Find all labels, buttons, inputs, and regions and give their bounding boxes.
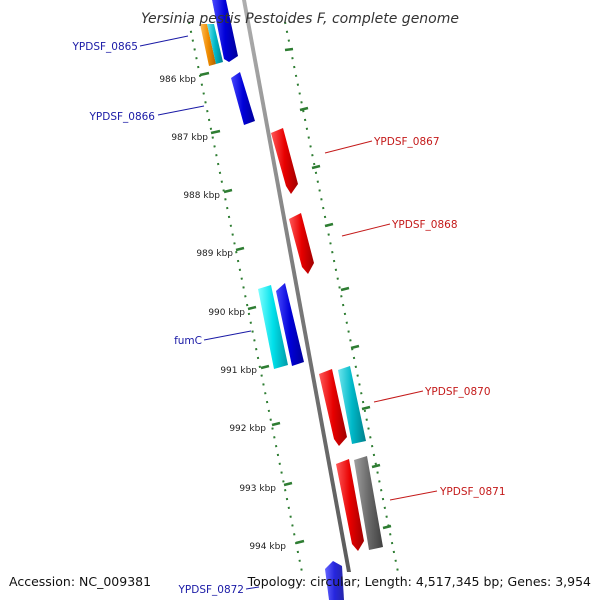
tick-label-987: 987 kbp (171, 133, 208, 143)
tick-labels: 986 kbp 987 kbp 988 kbp 989 kbp 990 kbp … (159, 75, 286, 552)
tick-label-986: 986 kbp (159, 75, 196, 85)
tick-label-988: 988 kbp (183, 191, 220, 201)
left-major-ticks (199, 71, 305, 545)
gene-YPDSF_0871-gray (354, 456, 383, 550)
gene-label-YPDSF_0867[interactable]: YPDSF_0867 (373, 136, 440, 148)
tick-label-993: 993 kbp (239, 484, 276, 494)
gene-YPDSF_0870 (319, 369, 347, 446)
gene-YPDSF_0872 (325, 561, 344, 600)
gene-label-YPDSF_0868[interactable]: YPDSF_0868 (391, 219, 458, 231)
right-major-ticks (284, 47, 392, 530)
accession-text: Accession: NC_009381 (9, 574, 151, 589)
gene-YPDSF_0865 (212, 0, 238, 62)
gene-YPDSF_0865-top-fade (194, 0, 214, 10)
gene-fumC (276, 283, 304, 366)
gene-label-YPDSF_0870[interactable]: YPDSF_0870 (424, 386, 491, 398)
gene-labels: YPDSF_0865 YPDSF_0866 YPDSF_0867 YPDSF_0… (71, 41, 505, 596)
tick-label-989: 989 kbp (196, 249, 233, 259)
gene-YPDSF_0867 (271, 128, 298, 194)
gene-label-YPDSF_0872[interactable]: YPDSF_0872 (177, 584, 244, 596)
map-title: Yersinia pestis Pestoides F, complete ge… (141, 11, 459, 27)
gene-YPDSF_0870-cyan (338, 366, 366, 444)
right-tick-track (284, 21, 399, 573)
tick-label-990: 990 kbp (208, 308, 245, 318)
tick-label-992: 992 kbp (229, 424, 266, 434)
gene-YPDSF_0865-orange (200, 24, 216, 66)
gene-YPDSF_0865-cyan (207, 24, 223, 64)
topology-text: Topology: circular; Length: 4,517,345 bp… (247, 574, 591, 589)
gene-YPDSF_0868 (289, 213, 314, 274)
gene-YPDSF_0871 (336, 459, 364, 551)
genome-backbone (242, 0, 351, 572)
gene-YPDSF_0865-cluster (194, 0, 238, 66)
tick-label-991: 991 kbp (220, 366, 257, 376)
gene-label-YPDSF_0871[interactable]: YPDSF_0871 (439, 486, 506, 498)
gene-label-YPDSF_0865[interactable]: YPDSF_0865 (71, 41, 138, 53)
gene-fumC-cyan (258, 285, 288, 369)
gene-label-YPDSF_0866[interactable]: YPDSF_0866 (88, 111, 155, 123)
left-tick-track (188, 21, 303, 573)
tick-label-994: 994 kbp (249, 542, 286, 552)
gene-YPDSF_0866 (231, 72, 255, 125)
leader-lines (139, 35, 438, 590)
gene-label-fumC[interactable]: fumC (174, 335, 202, 347)
